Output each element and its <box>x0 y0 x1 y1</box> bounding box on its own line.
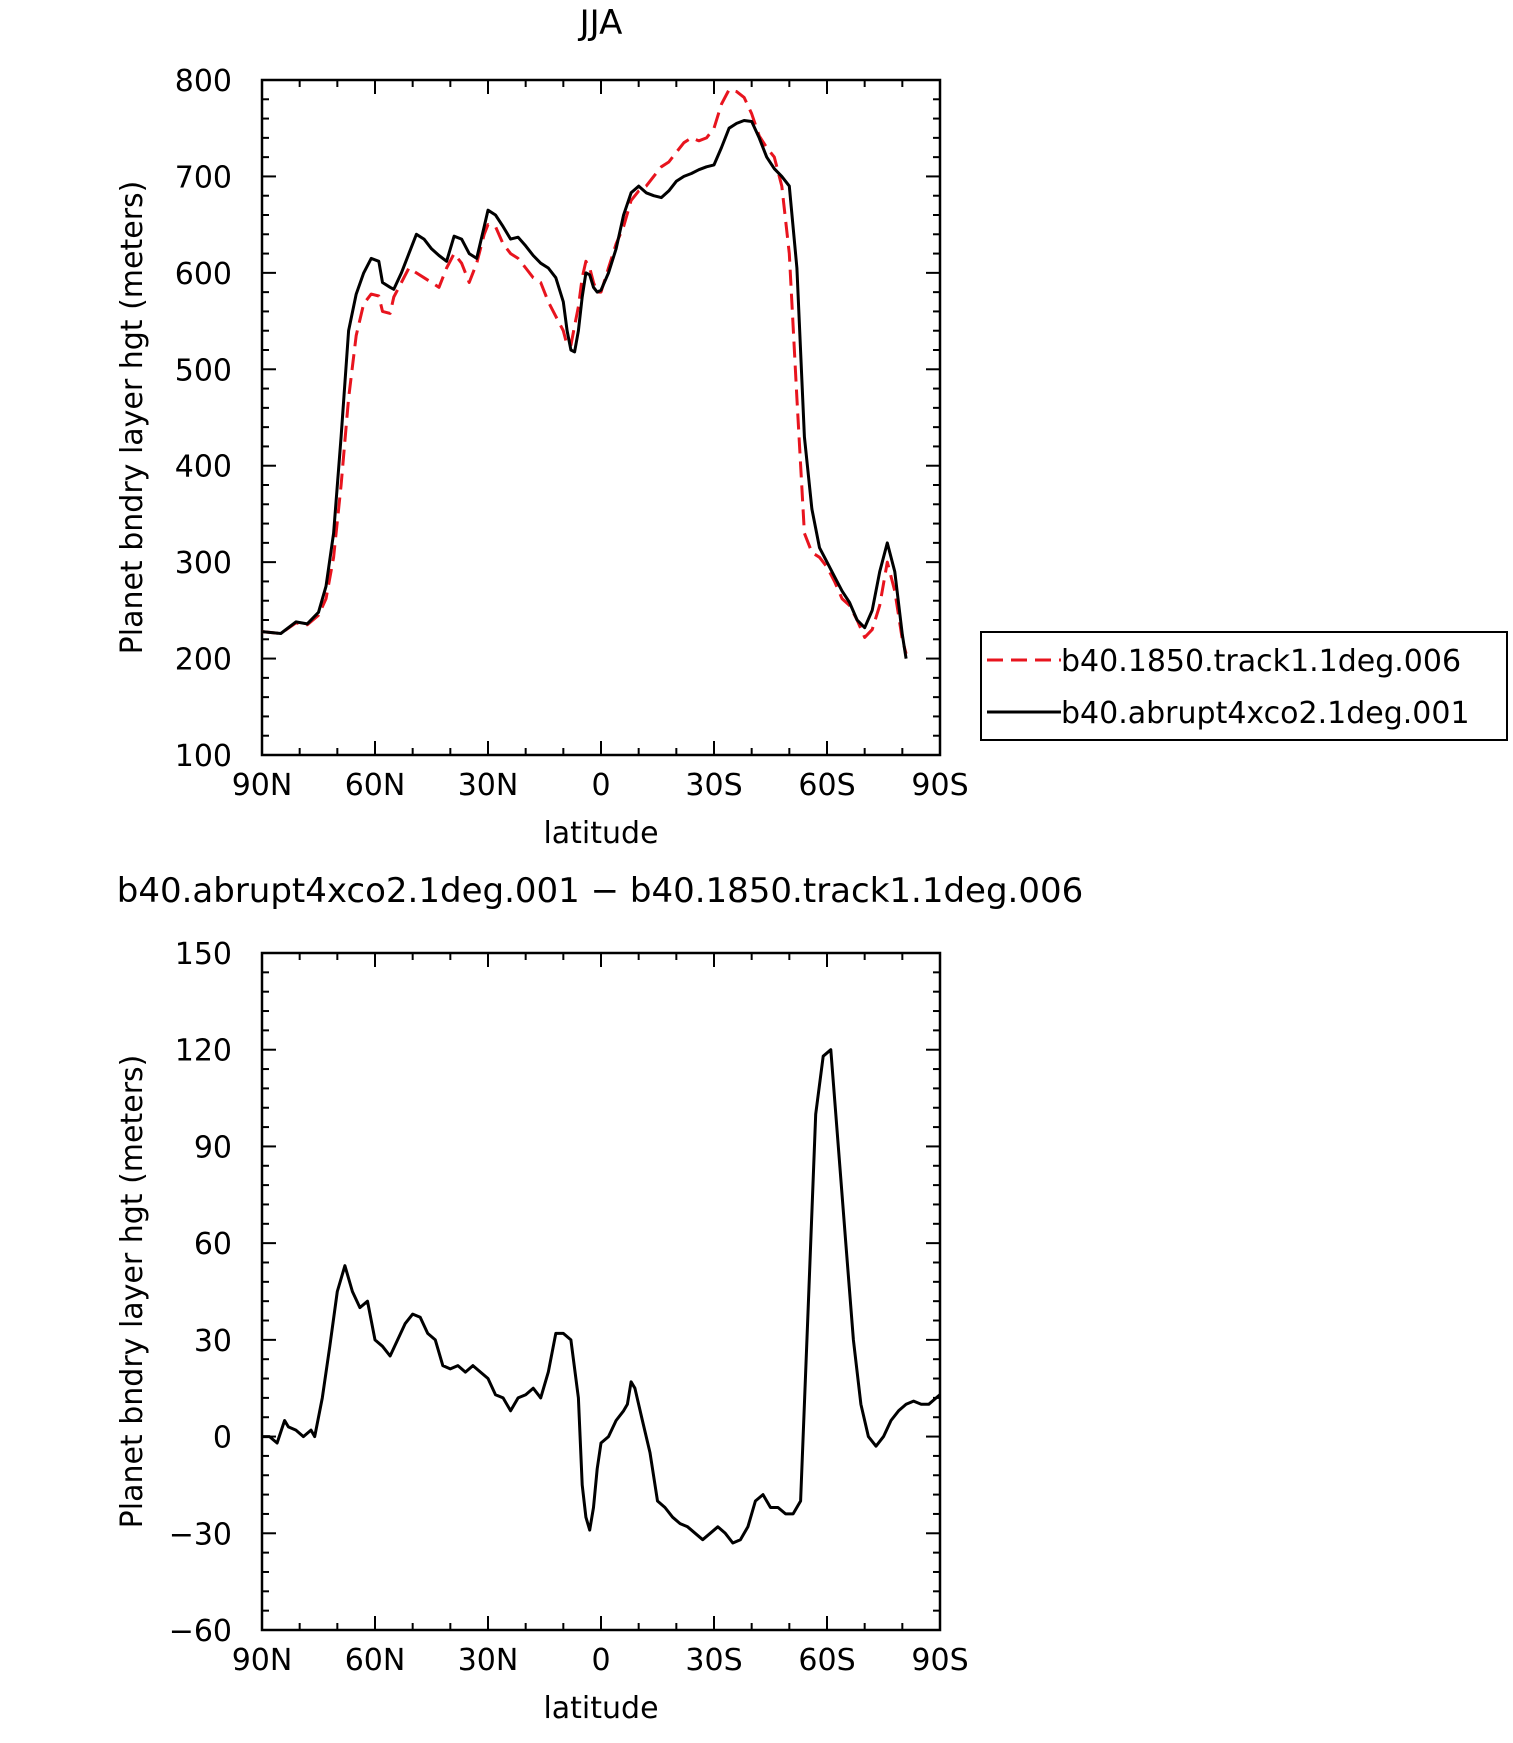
legend-label: b40.1850.track1.1deg.006 <box>1061 644 1461 679</box>
x-tick-label: 0 <box>591 768 610 803</box>
y-tick-label: 100 <box>175 739 232 774</box>
x-axis-label: latitude <box>543 1691 658 1726</box>
x-tick-label: 90N <box>232 768 293 803</box>
y-tick-label: 700 <box>175 160 232 195</box>
x-tick-label: 60N <box>345 768 406 803</box>
y-tick-label: 150 <box>175 937 232 972</box>
y-tick-label: 90 <box>194 1130 232 1165</box>
chart-title: b40.abrupt4xco2.1deg.001 − b40.1850.trac… <box>117 871 1084 911</box>
x-tick-label: 30N <box>458 1643 519 1678</box>
x-tick-label: 90S <box>911 1643 968 1678</box>
x-tick-label: 0 <box>591 1643 610 1678</box>
series-line-2 <box>261 119 908 659</box>
series-line-1 <box>262 1048 941 1545</box>
chart-2 <box>260 951 942 1632</box>
legend-label: b40.abrupt4xco2.1deg.001 <box>1061 696 1470 731</box>
y-tick-label: 60 <box>194 1227 232 1262</box>
y-tick-label: −60 <box>169 1614 232 1649</box>
y-tick-label: 120 <box>175 1034 232 1069</box>
x-tick-label: 90S <box>911 768 968 803</box>
y-tick-label: 0 <box>213 1421 232 1456</box>
plot-frame <box>260 78 942 757</box>
x-tick-label: 30N <box>458 768 519 803</box>
legend <box>980 631 1508 741</box>
y-axis-label: Planet bndry layer hgt (meters) <box>115 1055 150 1529</box>
x-tick-label: 60S <box>798 1643 855 1678</box>
y-tick-label: 30 <box>194 1324 232 1359</box>
x-axis-label: latitude <box>543 816 658 851</box>
y-tick-label: 500 <box>175 353 232 388</box>
chart-title: JJA <box>578 3 623 43</box>
x-tick-label: 30S <box>685 768 742 803</box>
y-tick-label: 200 <box>175 643 232 678</box>
y-tick-label: 400 <box>175 450 232 485</box>
x-tick-label: 90N <box>232 1643 293 1678</box>
y-axis-label: Planet bndry layer hgt (meters) <box>115 181 150 655</box>
legend-box <box>980 631 1508 741</box>
x-tick-label: 30S <box>685 1643 742 1678</box>
y-tick-label: 600 <box>175 257 232 292</box>
chart-1 <box>260 78 1508 757</box>
y-tick-label: 300 <box>175 546 232 581</box>
y-tick-label: −30 <box>169 1517 232 1552</box>
x-tick-label: 60S <box>798 768 855 803</box>
series-line-1 <box>261 88 908 655</box>
x-tick-label: 60N <box>345 1643 406 1678</box>
y-tick-label: 800 <box>175 64 232 99</box>
plot-frame <box>260 951 942 1632</box>
